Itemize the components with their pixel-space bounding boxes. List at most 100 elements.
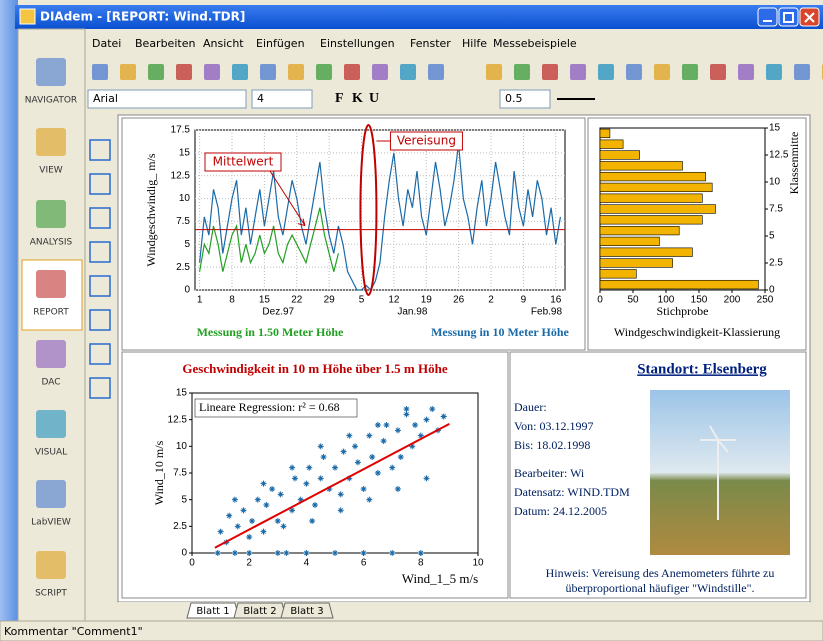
toolbar-button[interactable] xyxy=(626,64,642,80)
toolbar-button[interactable] xyxy=(176,64,192,80)
bar xyxy=(600,172,706,181)
toolbar-button[interactable] xyxy=(654,64,670,80)
toolbar-button[interactable] xyxy=(372,64,388,80)
x-month-label: Feb.98 xyxy=(531,307,563,318)
bar xyxy=(600,226,679,235)
x-tick-label: 10 xyxy=(472,558,484,569)
sidebar-label[interactable]: REPORT xyxy=(33,308,69,318)
bar xyxy=(600,140,623,149)
x-tick-label: 1 xyxy=(197,295,203,306)
app-icon xyxy=(20,9,35,24)
toolbar-button[interactable] xyxy=(232,64,248,80)
toolbar-button[interactable] xyxy=(766,64,782,80)
font-size: 4 xyxy=(257,92,264,105)
info-note: überproportional häufiger "Windstille". xyxy=(566,581,755,595)
toolbar-button[interactable] xyxy=(794,64,810,80)
y-tick-label: 5 xyxy=(184,239,190,250)
toolbar-button[interactable] xyxy=(486,64,502,80)
sidebar-icon[interactable] xyxy=(36,340,66,368)
x-axis-label: Stichprobe xyxy=(657,304,709,318)
sidebar-icon[interactable] xyxy=(36,270,66,298)
sidebar-label[interactable]: NAVIGATOR xyxy=(25,96,77,106)
sidebar-label[interactable]: VIEW xyxy=(39,166,62,176)
sidebar-label[interactable]: DAC xyxy=(41,378,60,388)
app-window: DIAdem - [REPORT: Wind.TDR] DateiBearbei… xyxy=(0,0,823,641)
toolbar-button[interactable] xyxy=(542,64,558,80)
bar xyxy=(600,183,712,192)
toolbar-button[interactable] xyxy=(710,64,726,80)
mean-label: Mittelwert xyxy=(213,155,274,169)
x-tick-label: 4 xyxy=(304,558,310,569)
toolbar-button[interactable] xyxy=(120,64,136,80)
toolbar-button[interactable] xyxy=(400,64,416,80)
sidebar-icon[interactable] xyxy=(36,551,66,579)
y-tick-label: 15 xyxy=(179,147,191,158)
menu-item[interactable]: Messebeispiele xyxy=(493,37,577,50)
info-line: Bis: 18.02.1998 xyxy=(514,438,590,452)
x-tick-label: 9 xyxy=(521,295,527,306)
menu-item[interactable]: Datei xyxy=(92,37,121,50)
toolbar-button[interactable] xyxy=(570,64,586,80)
toolbar-button[interactable] xyxy=(260,64,276,80)
sidebar-icon[interactable] xyxy=(36,410,66,438)
sidebar-label[interactable]: ANALYSIS xyxy=(30,238,73,248)
x-tick-label: 200 xyxy=(724,295,741,306)
y-tick-label: 5 xyxy=(181,494,187,505)
format-button[interactable]: K xyxy=(352,91,363,106)
tab-label[interactable]: Blatt 2 xyxy=(243,606,276,617)
y-axis-label: Wind_10 m/s xyxy=(152,440,166,505)
sidebar-icon[interactable] xyxy=(36,480,66,508)
menu-item[interactable]: Einfügen xyxy=(256,37,305,50)
sidebar-icon[interactable] xyxy=(36,58,66,86)
menu-item[interactable]: Einstellungen xyxy=(320,37,395,50)
y-axis-label: Windgeschwindig_ m/s xyxy=(144,153,158,267)
format-button[interactable]: U xyxy=(369,91,379,106)
toolbar-button[interactable] xyxy=(682,64,698,80)
menu-item[interactable]: Ansicht xyxy=(203,37,244,50)
info-line: Von: 03.12.1997 xyxy=(514,419,593,433)
toolbar-button[interactable] xyxy=(598,64,614,80)
y-tick-label: 12.5 xyxy=(171,170,191,181)
toolbar-button[interactable] xyxy=(204,64,220,80)
toolbar-button[interactable] xyxy=(428,64,444,80)
x-tick-label: 16 xyxy=(550,295,562,306)
maximize-button[interactable] xyxy=(779,8,798,26)
toolbar-button[interactable] xyxy=(92,64,108,80)
info-note: Hinweis: Vereisung des Anemometers führt… xyxy=(546,566,775,580)
tab-label[interactable]: Blatt 3 xyxy=(290,606,323,617)
minimize-button[interactable] xyxy=(758,8,777,26)
format-button[interactable]: F xyxy=(335,91,344,106)
toolbar-button[interactable] xyxy=(738,64,754,80)
toolbar-button[interactable] xyxy=(316,64,332,80)
y-tick-label: 5 xyxy=(769,231,775,242)
window-buttons xyxy=(758,8,819,26)
y-tick-label: 15 xyxy=(769,123,781,134)
menu-item[interactable]: Fenster xyxy=(410,37,451,50)
bar xyxy=(600,280,758,289)
sidebar-label[interactable]: LabVIEW xyxy=(31,518,71,528)
tab-label[interactable]: Blatt 1 xyxy=(196,606,229,617)
sidebar-label[interactable]: VISUAL xyxy=(35,448,67,458)
toolbar-button[interactable] xyxy=(514,64,530,80)
sidebar-icon[interactable] xyxy=(36,128,66,156)
annotation-label: Vereisung xyxy=(397,134,456,148)
sidebar-icon[interactable] xyxy=(36,200,66,228)
bar xyxy=(600,215,702,224)
menu-item[interactable]: Bearbeiten xyxy=(135,37,195,50)
y-tick-label: 7.5 xyxy=(173,468,187,479)
legend-label: Messung in 10 Meter Höhe xyxy=(431,325,569,339)
x-tick-label: 0 xyxy=(597,295,603,306)
y-tick-label: 17.5 xyxy=(171,125,191,136)
bar xyxy=(600,129,610,138)
bar xyxy=(600,205,716,214)
sidebar-label[interactable]: SCRIPT xyxy=(35,589,67,599)
sidebar xyxy=(18,29,85,641)
font-name: Arial xyxy=(93,92,118,105)
toolbar-button[interactable] xyxy=(288,64,304,80)
y-tick-label: 0 xyxy=(181,548,187,559)
toolbar-button[interactable] xyxy=(344,64,360,80)
toolbar-button[interactable] xyxy=(148,64,164,80)
x-tick-label: 250 xyxy=(757,295,774,306)
menu-item[interactable]: Hilfe xyxy=(462,37,487,50)
x-month-label: Jan.98 xyxy=(397,307,427,318)
